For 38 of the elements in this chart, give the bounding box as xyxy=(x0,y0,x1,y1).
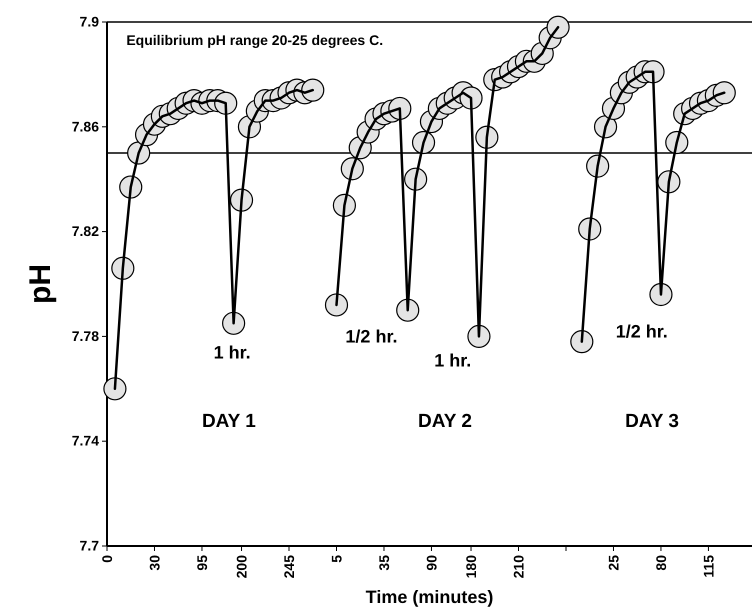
x-tick-label: 80 xyxy=(652,554,669,571)
y-tick-label: 7.86 xyxy=(72,118,100,134)
annotation: 1/2 hr. xyxy=(616,321,668,342)
annotation: 1/2 hr. xyxy=(345,326,398,347)
annotation: 1 hr. xyxy=(214,342,251,362)
point xyxy=(467,324,491,348)
x-tick-label: 30 xyxy=(146,554,162,571)
y-tick-label: 7.7 xyxy=(80,537,100,554)
point xyxy=(103,377,127,400)
point xyxy=(712,81,736,104)
annotation: DAY 2 xyxy=(418,410,472,432)
x-tick-label: 180 xyxy=(462,554,479,578)
y-tick-label: 7.78 xyxy=(72,328,100,344)
point xyxy=(396,298,420,322)
point xyxy=(222,312,246,335)
x-tick-label: 90 xyxy=(423,554,440,571)
x-tick-label: 245 xyxy=(280,554,297,578)
x-tick-label: 200 xyxy=(233,554,250,578)
x-tick-label: 115 xyxy=(700,554,716,578)
x-tick-label: 0 xyxy=(98,554,115,563)
y-axis-title: pH xyxy=(24,264,57,304)
y-tick-label: 7.82 xyxy=(72,223,100,240)
point xyxy=(546,16,570,39)
point xyxy=(301,78,324,102)
x-tick-label: 5 xyxy=(328,554,344,563)
y-tick-label: 7.74 xyxy=(72,432,100,449)
annotation: Equilibrium pH range 20-25 degrees C. xyxy=(126,32,384,48)
x-axis-title: Time (minutes) xyxy=(366,587,494,607)
annotation: 1 hr. xyxy=(434,350,472,370)
x-tick-label: 35 xyxy=(376,554,392,571)
y-tick-label: 7.9 xyxy=(80,13,100,30)
point xyxy=(324,293,348,317)
point xyxy=(570,330,594,354)
x-tick-label: 95 xyxy=(194,554,210,571)
x-tick-label: 25 xyxy=(605,554,622,571)
x-tick-label: 210 xyxy=(510,554,526,578)
annotation: DAY 3 xyxy=(625,410,679,432)
annotation: DAY 1 xyxy=(202,410,256,432)
